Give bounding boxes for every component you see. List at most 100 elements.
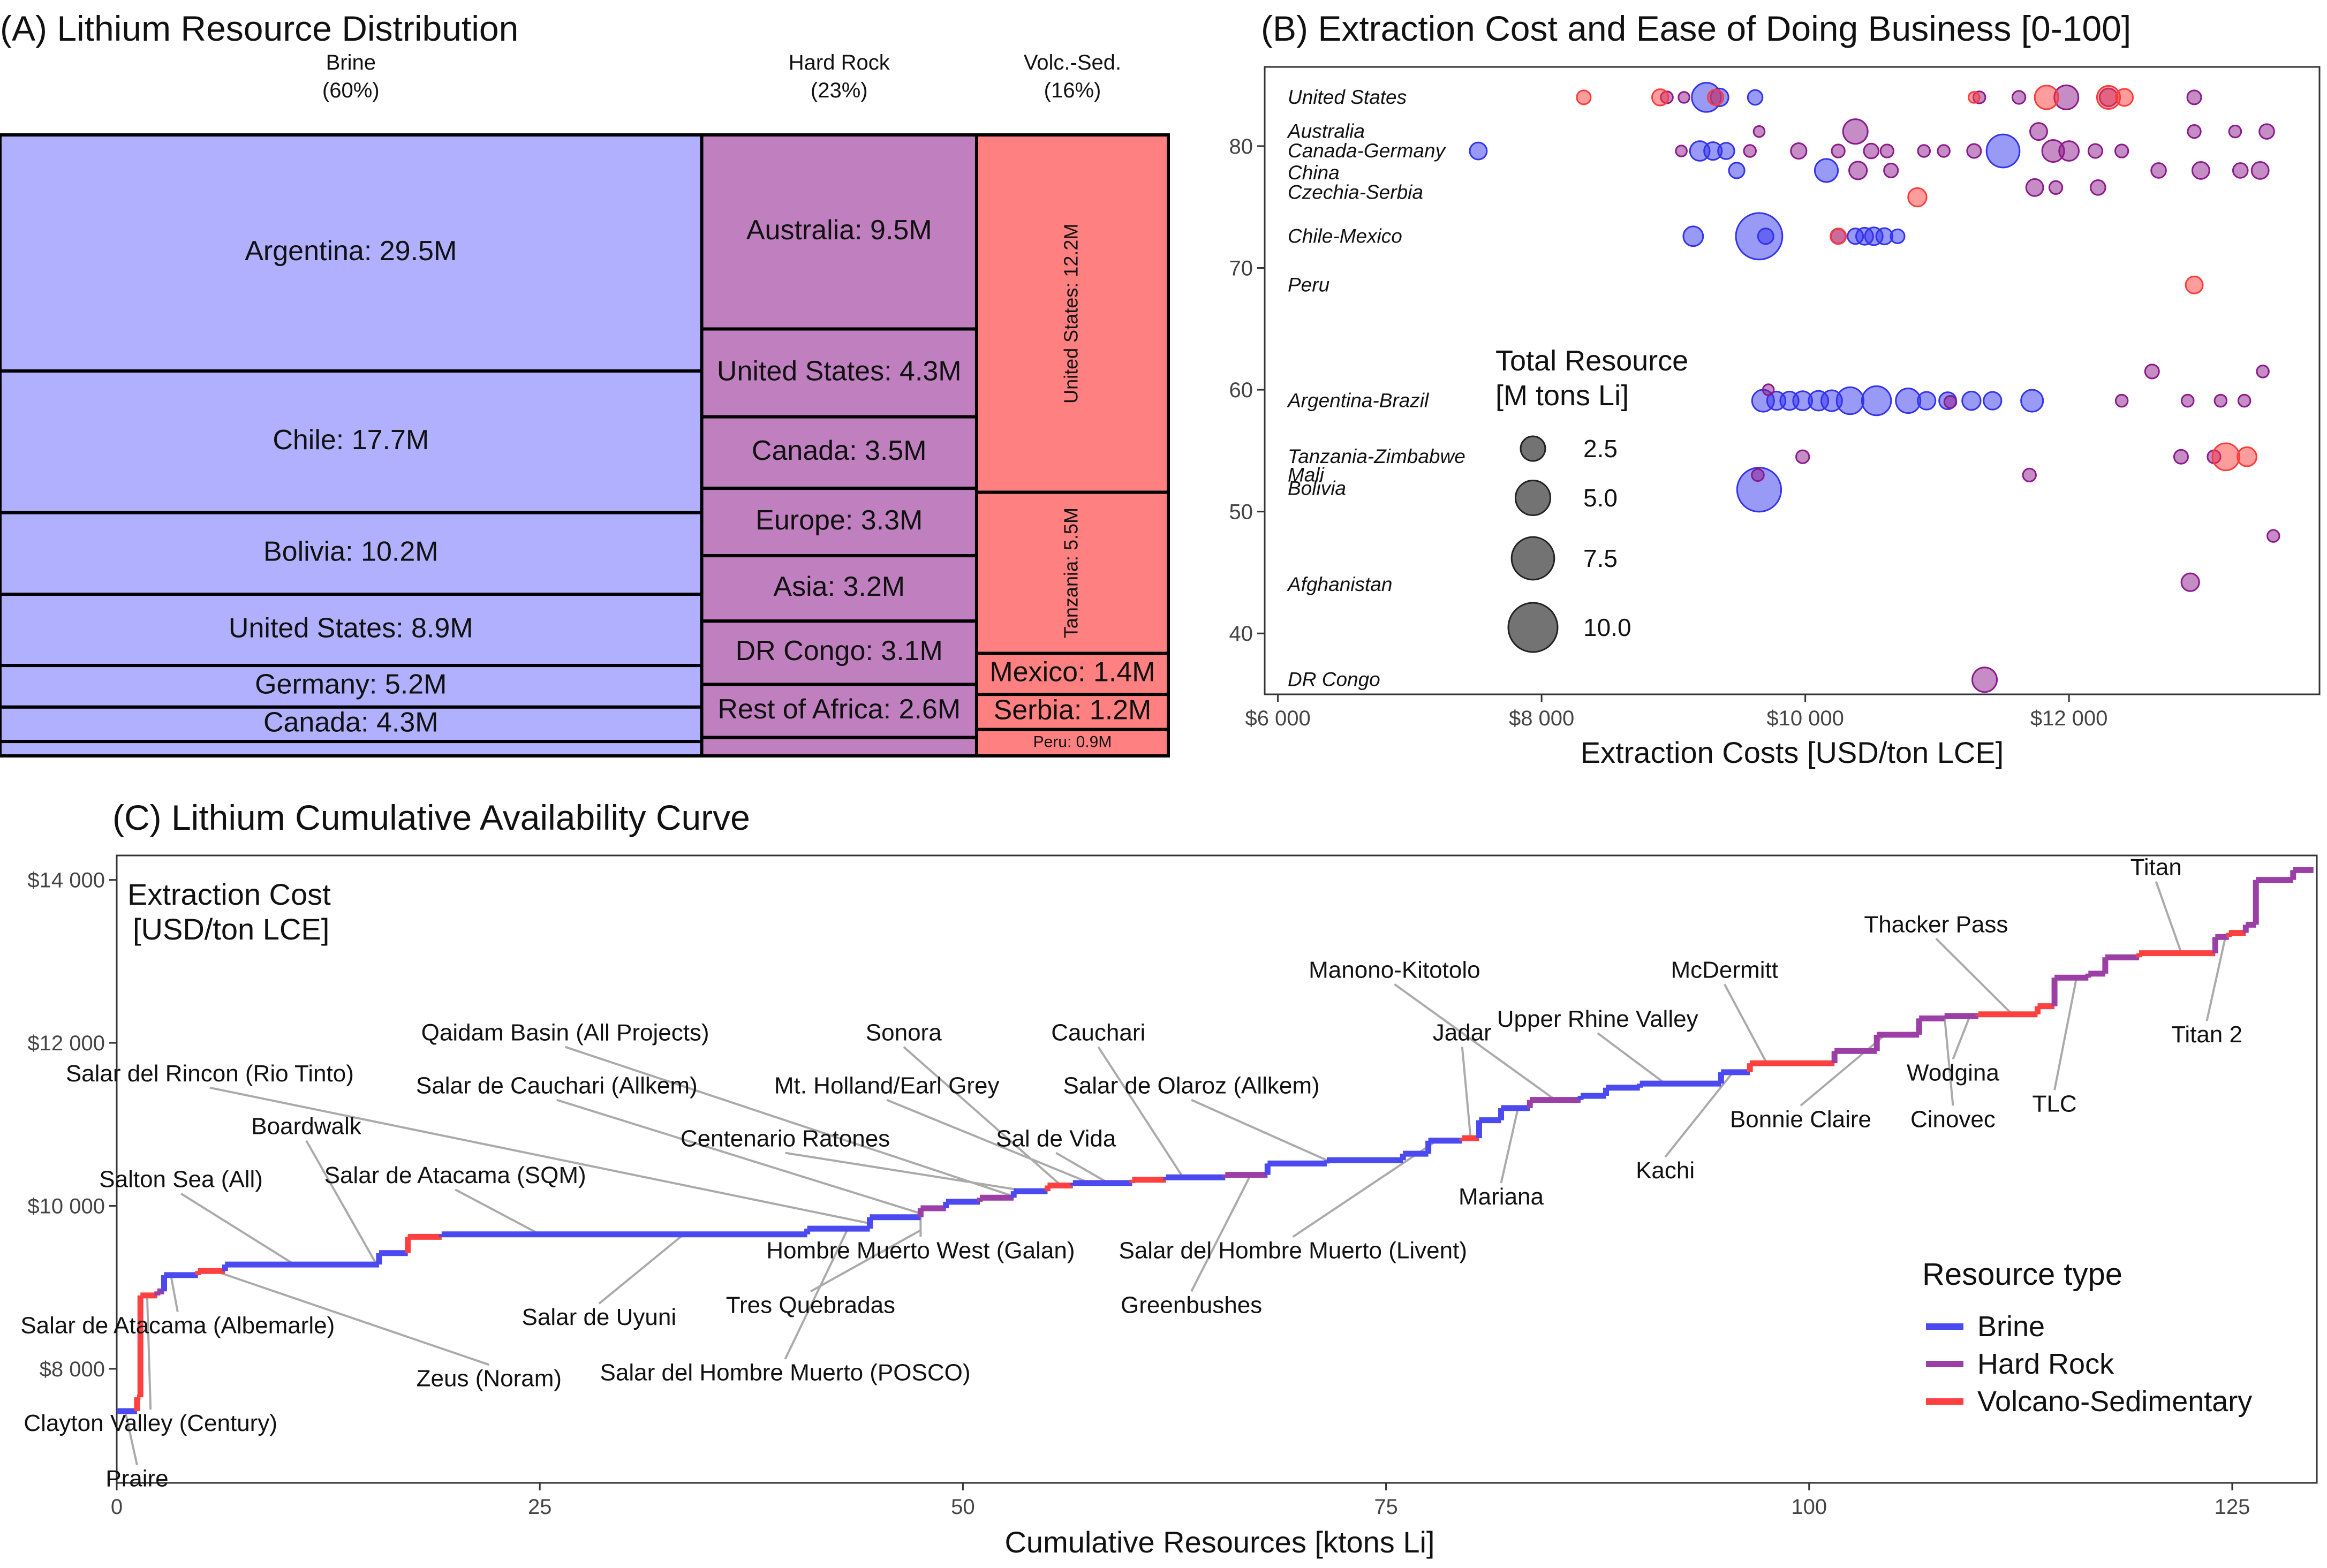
treemap-group-name: Brine	[326, 51, 376, 74]
country-label: Afghanistan	[1287, 573, 1392, 595]
curve-y-label-line-2: [USD/ton LCE]	[133, 912, 329, 946]
scatter-point	[2114, 393, 2129, 408]
country-label: United States	[1288, 86, 1407, 108]
treemap-cell-label: United States: 12.2M	[1060, 224, 1082, 404]
scatter-point	[2237, 446, 2257, 467]
treemap-cell	[700, 133, 978, 331]
treemap-cell-label: Australia: 9.5M	[746, 215, 932, 246]
panel-c-title: (C) Lithium Cumulative Availability Curv…	[112, 798, 750, 837]
availability-curve-panel: 0 25 50 75 100 125 $8 000 $10 000 $12 000 $14 000…	[20, 854, 2318, 1559]
scatter-point	[2187, 124, 2202, 139]
x-tick-label: 0	[111, 1495, 123, 1519]
x-tick-label: $12 000	[2030, 707, 2108, 730]
country-label: Australia	[1287, 120, 1365, 142]
scatter-point	[1831, 143, 1846, 158]
scatter-point	[1883, 162, 1899, 178]
treemap-cell	[974, 693, 1170, 731]
curve-annotation-lines	[124, 881, 2227, 1465]
project-annotation: Mt. Holland/Earl Grey	[774, 1073, 1000, 1099]
scatter-point	[2011, 90, 2027, 105]
size-legend-key	[1520, 435, 1546, 462]
treemap-cell-label: United States: 4.3M	[717, 355, 962, 387]
annotation-leader	[1723, 983, 1768, 1064]
annotation-leader	[1394, 983, 1556, 1101]
scatter-point	[1469, 141, 1488, 161]
annotation-leader	[903, 1046, 1062, 1186]
annotation-leader	[1597, 1032, 1666, 1085]
treemap-cell	[700, 487, 978, 558]
treemap-group-name: Volc.-Sed.	[1024, 51, 1121, 74]
treemap-cell	[974, 133, 1170, 494]
scatter-point	[1985, 133, 2021, 169]
annotation-leader	[146, 1297, 152, 1410]
treemap-cell-label: Canada: 4.3M	[263, 707, 439, 738]
x-tick-label: 125	[2215, 1495, 2250, 1519]
project-annotation: Greenbushes	[1121, 1292, 1262, 1318]
annotation-leader	[886, 1099, 1091, 1184]
treemap-cell	[700, 619, 978, 686]
resource-type-legend: Resource type Brine Hard Rock Volcano-Sedi…	[1922, 1257, 2252, 1418]
annotation-leader	[2053, 977, 2078, 1090]
project-annotation: Titan 2	[2171, 1021, 2242, 1048]
treemap-panel: Brine (60%) Argentina: 29.5M Chile: 17.7M Bo…	[0, 51, 1170, 758]
panel-a-title: (A) Lithium Resource Distribution	[0, 9, 518, 48]
annotation-leader	[1461, 1047, 1472, 1139]
annotation-leader	[1190, 1174, 1252, 1292]
annotation-leader	[1055, 1152, 1108, 1184]
project-annotation: Cauchari	[1051, 1020, 1145, 1046]
annotation-leader	[1191, 1099, 1327, 1162]
scatter-point	[2029, 122, 2048, 141]
scatter-point	[1751, 468, 1765, 482]
size-legend-key	[1510, 536, 1555, 581]
scatter-point	[1917, 144, 1931, 158]
size-legend: Total Resource [M tons Li] 2.5 5.0 7.5 10.0	[1495, 345, 1688, 653]
project-annotation: Salar del Hombre Muerto (Livent)	[1119, 1237, 1467, 1263]
treemap-group-share: (60%)	[322, 79, 380, 102]
scatter-point	[1937, 144, 1951, 158]
curve-plot-frame	[116, 854, 2318, 1484]
annotation-leader	[455, 1188, 541, 1236]
project-annotation: Salar de Uyuni	[522, 1304, 677, 1330]
treemap-cell-label: Mexico: 1.4M	[989, 657, 1155, 688]
scatter-point	[1682, 225, 1704, 247]
annotation-leader	[598, 1233, 685, 1305]
project-annotation: McDermitt	[1671, 957, 1778, 983]
treemap-cell-label: Asia: 3.2M	[773, 571, 905, 602]
project-annotation: Tres Quebradas	[726, 1292, 895, 1318]
project-annotation: Hombre Muerto West (Galan)	[766, 1237, 1075, 1263]
y-tick-label: 80	[1229, 135, 1253, 158]
treemap-cell-label: DR Congo: 3.1M	[736, 635, 943, 666]
scatter-point	[1971, 666, 1998, 693]
scatter-point	[2025, 178, 2044, 197]
treemap-cell	[974, 490, 1170, 655]
treemap-cell	[700, 736, 978, 758]
scatter-point	[1917, 391, 1937, 411]
scatter-point	[1966, 143, 1982, 159]
annotation-leader	[810, 1229, 921, 1293]
scatter-point	[1736, 467, 1782, 513]
treemap-cell-label: Bolivia: 10.2M	[263, 536, 439, 567]
scatter-point	[1907, 187, 1928, 208]
scatter-point	[1576, 89, 1592, 105]
scatter-point	[1848, 161, 1868, 180]
scatter-point	[1968, 91, 1981, 104]
curve-x-axis-label: Cumulative Resources [ktons Li]	[1004, 1525, 1434, 1559]
treemap-cell-label: United States: 8.9M	[229, 612, 473, 643]
scatter-x-axis-label: Extraction Costs [USD/ton LCE]	[1581, 736, 2004, 769]
annotation-leader	[1935, 937, 2013, 1016]
annotation-leader	[785, 1152, 1027, 1193]
scatter-point	[2186, 89, 2202, 105]
annotation-leader	[1943, 1016, 1954, 1106]
treemap-cell-label: Canada: 3.5M	[752, 435, 927, 466]
scatter-point	[1861, 385, 1892, 416]
annotation-leader	[2205, 936, 2227, 1021]
annotation-leader	[1664, 1071, 1734, 1158]
annotation-leader	[1097, 1046, 1184, 1178]
scatter-point	[1678, 91, 1690, 104]
annotation-leader	[784, 1228, 849, 1360]
scatter-point	[2150, 162, 2167, 179]
project-annotation: Mariana	[1459, 1184, 1544, 1210]
project-annotation: Salar del Hombre Muerto (POSCO)	[600, 1360, 971, 1386]
legend-title: Resource type	[1922, 1257, 2122, 1292]
